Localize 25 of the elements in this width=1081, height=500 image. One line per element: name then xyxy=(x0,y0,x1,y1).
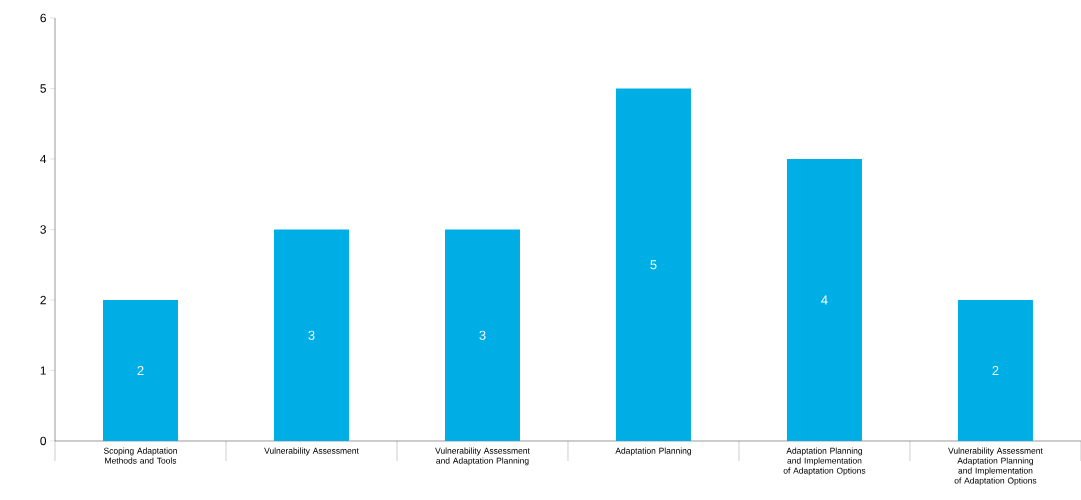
data-label: 5 xyxy=(650,260,657,270)
data-label: 3 xyxy=(479,330,486,340)
bar xyxy=(103,299,179,441)
x-tick-label: Vulnerability Assessment Adaptation Planning and Implementation of Adaptation Options xyxy=(948,447,1043,486)
y-tick-label: 2 xyxy=(40,295,46,305)
x-tick-label: Adaptation Planning and Implementation of Adaptation Options xyxy=(783,447,866,476)
data-label: 3 xyxy=(308,330,315,340)
data-label: 2 xyxy=(137,365,144,376)
y-tick-label: 0 xyxy=(40,436,47,446)
y-tick-label: 6 xyxy=(40,13,46,23)
x-tick-label: Vulnerability Assessment xyxy=(264,447,359,456)
bar xyxy=(615,88,691,441)
data-label: 2 xyxy=(992,365,999,376)
bar xyxy=(786,158,862,441)
y-tick-label: 4 xyxy=(40,154,47,164)
y-tick-label: 1 xyxy=(40,366,46,375)
x-tick-label: Adaptation Planning xyxy=(615,447,692,456)
bar xyxy=(444,229,520,441)
y-tick-label: 3 xyxy=(40,225,46,234)
x-tick-label: Scoping Adaptation Methods and Tools xyxy=(103,447,177,464)
y-tick-label: 5 xyxy=(40,84,46,93)
data-label: 4 xyxy=(821,295,828,305)
x-tick-label: Vulnerability Assessment and Adaptation Planning xyxy=(435,447,530,466)
bar xyxy=(957,299,1033,441)
bar xyxy=(274,229,349,441)
